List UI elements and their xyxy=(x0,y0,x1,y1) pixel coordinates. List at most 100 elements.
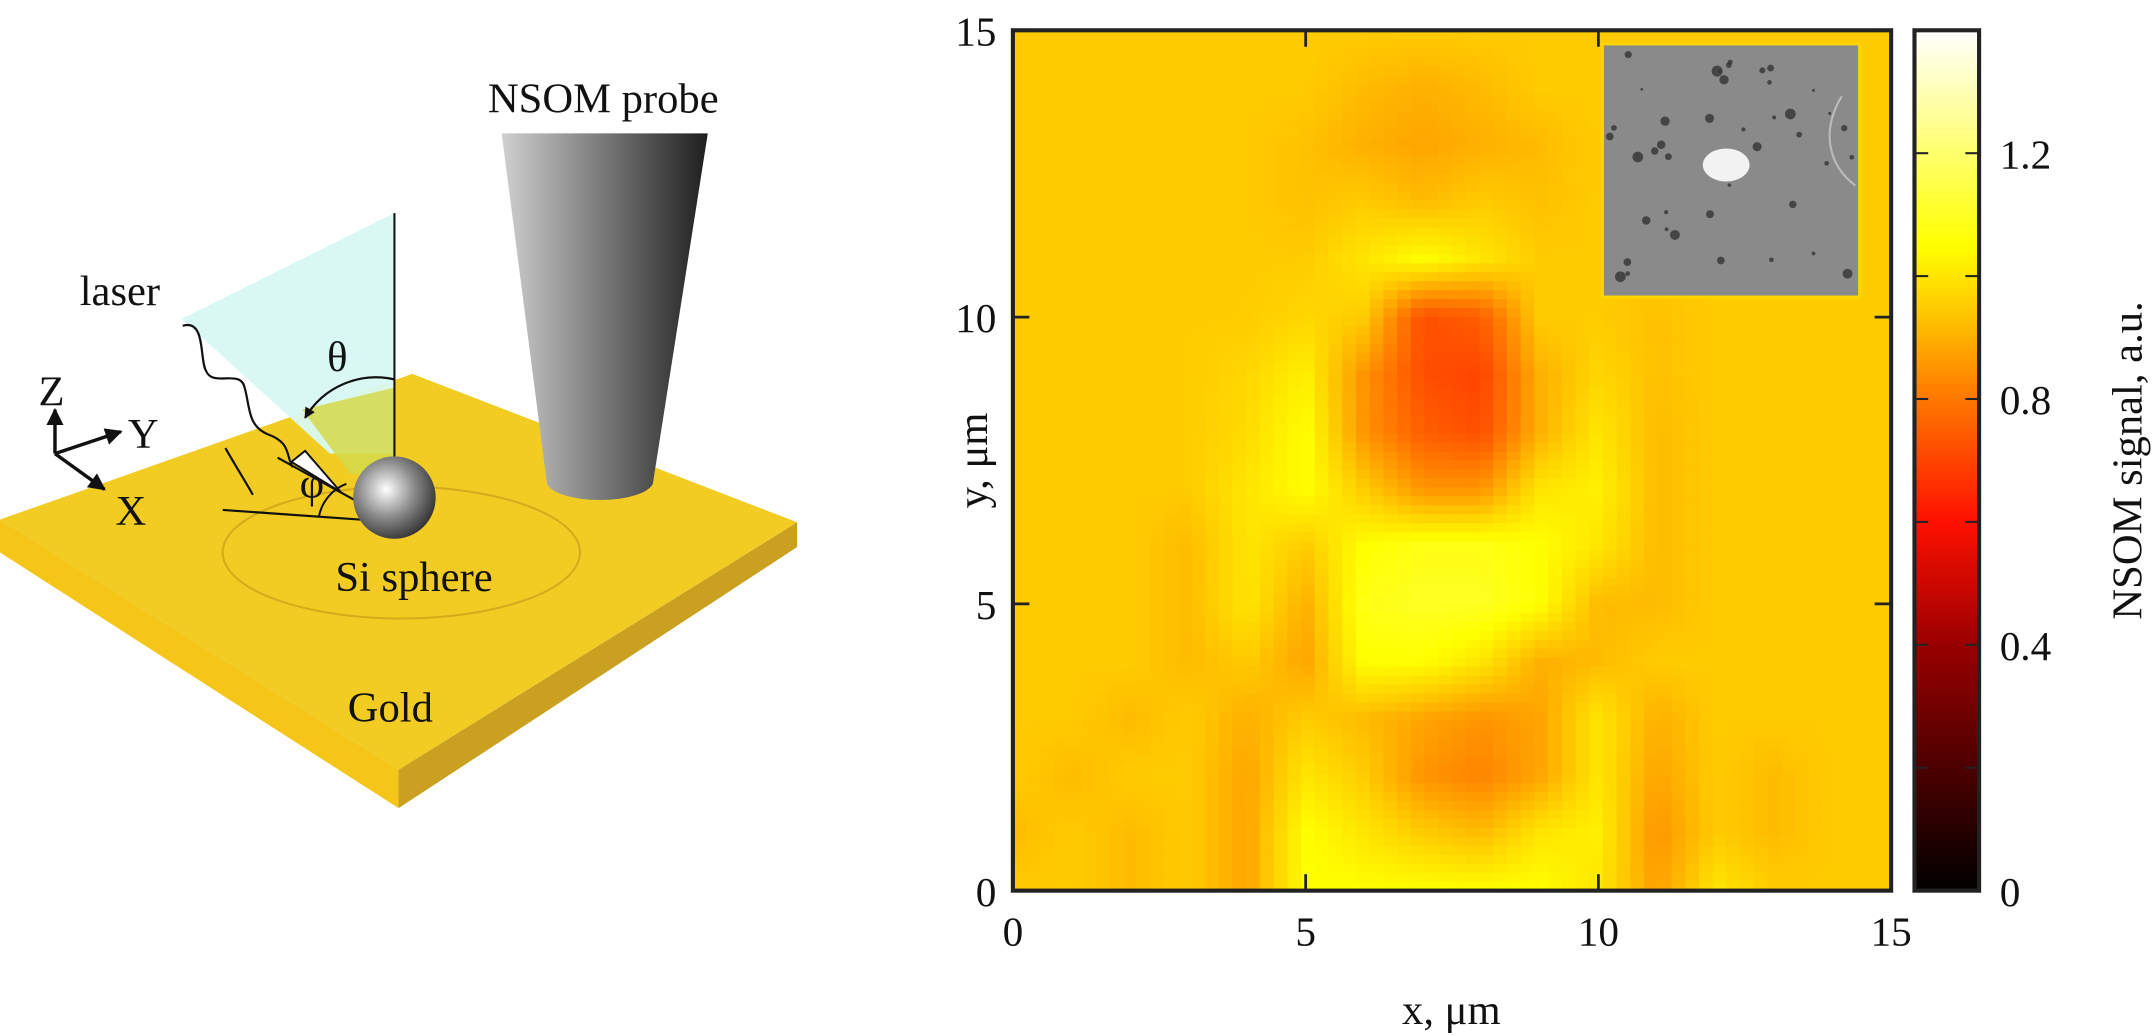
heatmap-cell xyxy=(1438,684,1453,695)
heatmap-cell xyxy=(1602,415,1618,426)
heatmap-cell xyxy=(1205,146,1220,157)
heatmap-cell xyxy=(1561,146,1577,157)
heatmap-cell xyxy=(1081,39,1097,50)
heatmap-cell xyxy=(1342,110,1357,121)
heatmap-cell xyxy=(1218,110,1234,121)
heatmap-cell xyxy=(1054,505,1069,516)
heatmap-cell xyxy=(1328,254,1344,265)
heatmap-cell xyxy=(1150,514,1165,525)
heatmap-cell xyxy=(1122,245,1138,256)
heatmap-cell xyxy=(1506,245,1522,256)
heatmap-cell xyxy=(1081,200,1097,211)
heatmap-cell xyxy=(1863,290,1879,300)
heatmap-cell xyxy=(1259,272,1275,283)
heatmap-cell xyxy=(1753,585,1769,596)
heatmap-cell xyxy=(1410,317,1426,327)
heatmap-cell xyxy=(1644,496,1659,507)
heatmap-cell xyxy=(1026,693,1042,704)
heatmap-cell xyxy=(1506,666,1522,677)
heatmap-cell xyxy=(1273,496,1289,507)
heatmap-cell xyxy=(1506,505,1522,516)
heatmap-cell xyxy=(1273,93,1289,103)
heatmap-cell xyxy=(1534,39,1549,50)
heatmap-cell xyxy=(1397,110,1412,121)
heatmap-cell xyxy=(1506,550,1522,560)
heatmap-cell xyxy=(1506,594,1522,605)
heatmap-cell xyxy=(1095,164,1110,175)
heatmap-cell xyxy=(1163,119,1179,130)
heatmap-cell xyxy=(1671,496,1687,507)
heatmap-cell xyxy=(1767,30,1783,41)
heatmap-cell xyxy=(1438,675,1453,686)
heatmap-cell xyxy=(1067,352,1083,363)
heatmap-cell xyxy=(1506,39,1522,50)
heatmap-cell xyxy=(1671,30,1687,41)
heatmap-cell xyxy=(1726,343,1742,354)
heatmap-cell xyxy=(1259,84,1275,94)
heatmap-cell xyxy=(1644,299,1659,309)
heatmap-cell xyxy=(1081,388,1097,399)
heatmap-cell xyxy=(1177,39,1193,50)
heatmap-cell xyxy=(1877,272,1892,283)
heatmap-cell xyxy=(1150,559,1165,569)
heatmap-cell xyxy=(1218,711,1234,722)
heatmap-cell xyxy=(1218,630,1234,641)
heatmap-cell xyxy=(1795,657,1810,668)
heatmap-cell xyxy=(1616,379,1632,390)
heatmap-cell xyxy=(1081,684,1097,695)
heatmap-cell xyxy=(1849,299,1865,309)
heatmap-cell xyxy=(1575,254,1591,265)
heatmap-cell xyxy=(1424,415,1440,426)
y-axis-label-3d: Y xyxy=(128,411,159,458)
heatmap-cell xyxy=(1136,514,1151,525)
heatmap-cell xyxy=(1534,594,1549,605)
heatmap-cell xyxy=(1602,326,1618,336)
heatmap-cell xyxy=(1424,370,1440,381)
heatmap-cell xyxy=(1849,308,1865,318)
heatmap-cell xyxy=(1259,514,1275,525)
heatmap-cell xyxy=(1561,639,1577,650)
heatmap-cell xyxy=(1397,388,1412,399)
heatmap-cell xyxy=(1040,684,1055,695)
heatmap-cell xyxy=(1863,684,1879,695)
heatmap-cell xyxy=(1191,559,1206,569)
heatmap-cell xyxy=(1136,245,1151,256)
heatmap-cell xyxy=(1699,675,1714,686)
heatmap-cell xyxy=(1150,711,1165,722)
heatmap-cell xyxy=(1012,236,1028,247)
heatmap-cell xyxy=(1452,263,1467,274)
heatmap-cell xyxy=(1506,397,1522,408)
heatmap-cell xyxy=(1465,75,1481,85)
heatmap-cell xyxy=(1012,290,1028,300)
heatmap-cell xyxy=(1616,585,1632,596)
heatmap-cell xyxy=(1369,693,1385,704)
heatmap-cell xyxy=(1369,621,1385,632)
heatmap-cell xyxy=(1877,317,1892,327)
heatmap-cell xyxy=(1122,568,1138,578)
heatmap-cell xyxy=(1616,397,1632,408)
heatmap-cell xyxy=(1548,442,1563,453)
heatmap-cell xyxy=(1067,379,1083,390)
heatmap-cell xyxy=(1561,720,1577,731)
heatmap-cell xyxy=(1699,639,1714,650)
heatmap-cell xyxy=(1877,308,1892,318)
heatmap-cell xyxy=(1191,66,1206,76)
heatmap-cell xyxy=(1452,155,1467,166)
heatmap-cell xyxy=(1726,469,1742,480)
heatmap-cell xyxy=(1795,460,1810,471)
heatmap-cell xyxy=(1795,379,1810,390)
heatmap-cell xyxy=(1671,603,1687,614)
heatmap-cell xyxy=(1671,657,1687,668)
heatmap-cell xyxy=(1218,568,1234,578)
heatmap-cell xyxy=(1699,397,1714,408)
heatmap-cell xyxy=(1863,343,1879,354)
heatmap-cell xyxy=(1205,469,1220,480)
heatmap-cell xyxy=(1136,191,1151,202)
heatmap-cell xyxy=(1465,370,1481,381)
heatmap-cell xyxy=(1012,693,1028,704)
heatmap-cell xyxy=(1232,352,1248,363)
heatmap-cell xyxy=(1122,541,1138,551)
heatmap-cell xyxy=(1026,75,1042,85)
heatmap-cell xyxy=(1314,263,1330,274)
heatmap-cell xyxy=(1259,173,1275,184)
